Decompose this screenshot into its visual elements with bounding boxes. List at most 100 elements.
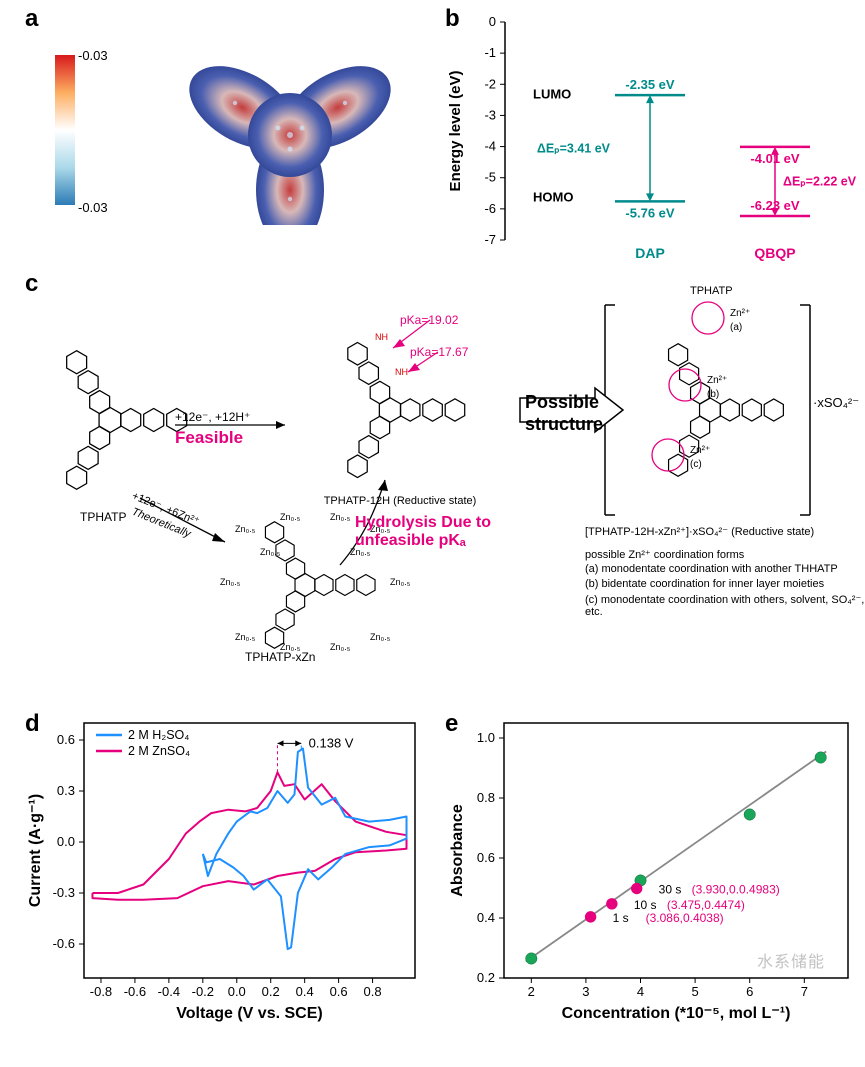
panel-a-esp-map: -0.03 -0.03 (20, 10, 420, 210)
svg-text:5: 5 (691, 984, 698, 999)
cv-svg: -0.8 -0.6 -0.4 -0.2 0.0 0.2 0.4 0.6 0.8 -0.6 -0.3 0… (20, 708, 425, 1023)
svg-text:(b): (b) (707, 389, 719, 400)
svg-text:(3.475,0.4474): (3.475,0.4474) (667, 898, 745, 912)
svg-text:0.6: 0.6 (477, 850, 495, 865)
svg-text:Zn₀.₅: Zn₀.₅ (330, 512, 351, 522)
panel-d-cv-chart: -0.8 -0.6 -0.4 -0.2 0.0 0.2 0.4 0.6 0.8 -0.6 -0.3 0… (20, 708, 425, 1023)
hydrolysis-label: Hydrolysis Due to unfeasible pKₐ (355, 514, 535, 550)
svg-text:0: 0 (489, 14, 496, 29)
svg-text:Zn₀.₅: Zn₀.₅ (330, 642, 351, 652)
svg-text:Concentration (*10⁻⁵, mol L⁻¹): Concentration (*10⁻⁵, mol L⁻¹) (562, 1005, 791, 1022)
svg-text:2 M ZnSO₄: 2 M ZnSO₄ (128, 744, 190, 758)
xso4: ·xSO₄²⁻ (813, 395, 859, 411)
svg-text:LUMO: LUMO (533, 87, 571, 102)
svg-text:-0.6: -0.6 (124, 984, 146, 999)
svg-text:6: 6 (746, 984, 753, 999)
svg-text:0.2: 0.2 (477, 970, 495, 985)
esp-molecule-surface (150, 30, 430, 225)
svg-text:-1: -1 (484, 45, 496, 60)
panel-c-reaction-scheme: Zn²⁺ (a) Zn²⁺ (b) Zn²⁺ (c) Zn₀.₅ Zn₀.₅ Zn₀.₅ Zn₀.… (20, 280, 850, 655)
svg-text:QBQP: QBQP (754, 245, 795, 261)
svg-text:1 s: 1 s (613, 911, 629, 925)
svg-text:10 s: 10 s (634, 898, 657, 912)
svg-text:-2: -2 (484, 76, 496, 91)
esp-colorbar (55, 55, 75, 205)
svg-text:Zn²⁺: Zn²⁺ (730, 308, 750, 319)
svg-text:(c): (c) (690, 459, 702, 470)
foot-c: (c) monodentate coordination with others… (585, 593, 865, 618)
svg-text:-0.4: -0.4 (158, 984, 180, 999)
svg-text:3: 3 (582, 984, 589, 999)
svg-text:1.0: 1.0 (477, 730, 495, 745)
svg-text:0.6: 0.6 (330, 984, 348, 999)
big-arrow-bottom: structure (525, 414, 603, 435)
svg-text:Voltage (V vs. SCE): Voltage (V vs. SCE) (176, 1005, 322, 1022)
svg-text:0.2: 0.2 (262, 984, 280, 999)
svg-text:Zn₀.₅: Zn₀.₅ (280, 512, 301, 522)
right-caption: [TPHATP-12H-xZn²⁺]·xSO₄²⁻ (Reductive sta… (585, 525, 835, 538)
svg-text:-3: -3 (484, 107, 496, 122)
svg-text:30 s: 30 s (659, 883, 682, 897)
svg-text:Zn₀.₅: Zn₀.₅ (260, 547, 281, 557)
abs-svg: 2 3 4 5 6 7 0.2 0.4 0.6 0.8 1.0 Concentration (*10⁻… (440, 708, 860, 1023)
mol-left-name: TPHATP (80, 510, 126, 524)
svg-text:-0.2: -0.2 (192, 984, 214, 999)
svg-text:2: 2 (528, 984, 535, 999)
svg-text:(a): (a) (730, 322, 742, 333)
svg-text:DAP: DAP (635, 245, 665, 261)
svg-text:-5: -5 (484, 170, 496, 185)
svg-text:0.4: 0.4 (477, 910, 495, 925)
big-arrow-top: Possible (525, 392, 599, 413)
svg-text:4: 4 (637, 984, 644, 999)
colorbar-bottom-label: -0.03 (78, 200, 108, 215)
svg-text:Current (A·g⁻¹): Current (A·g⁻¹) (27, 794, 44, 907)
svg-text:Zn₀.₅: Zn₀.₅ (390, 577, 411, 587)
svg-text:0.6: 0.6 (57, 732, 75, 747)
svg-text:ΔEₚ=2.22 eV: ΔEₚ=2.22 eV (783, 174, 857, 188)
panel-b-energy-diagram: -7 -6 -5 -4 -3 -2 -1 0 Energy level (eV) LUMO HOMO… (440, 10, 860, 265)
svg-text:-5.76 eV: -5.76 eV (625, 205, 674, 220)
svg-text:ΔEₚ=3.41 eV: ΔEₚ=3.41 eV (537, 141, 611, 155)
mol-center-name: TPHATP-12H (Reductive state) (315, 495, 485, 507)
svg-text:Zn²⁺: Zn²⁺ (707, 375, 727, 386)
svg-text:-6: -6 (484, 201, 496, 216)
svg-text:0.0: 0.0 (228, 984, 246, 999)
mol-right-header: TPHATP (690, 285, 733, 297)
svg-text:NH: NH (375, 332, 388, 342)
svg-text:NH: NH (395, 367, 408, 377)
svg-text:Zn₀.₅: Zn₀.₅ (220, 577, 241, 587)
panel-e-absorbance-chart: 2 3 4 5 6 7 0.2 0.4 0.6 0.8 1.0 Concentration (*10⁻… (440, 708, 860, 1023)
svg-text:0.8: 0.8 (364, 984, 382, 999)
foot-b: (b) bidentate coordination for inner lay… (585, 578, 865, 590)
svg-text:0.4: 0.4 (296, 984, 314, 999)
foot-a: (a) monodentate coordination with anothe… (585, 563, 865, 575)
svg-text:-0.8: -0.8 (90, 984, 112, 999)
foot-title: possible Zn²⁺ coordination forms (585, 548, 865, 561)
svg-text:HOMO: HOMO (533, 189, 573, 204)
svg-text:2 M H₂SO₄: 2 M H₂SO₄ (128, 728, 189, 742)
svg-text:-0.6: -0.6 (53, 936, 75, 951)
energy-level-svg: -7 -6 -5 -4 -3 -2 -1 0 Energy level (eV) LUMO HOMO… (440, 10, 860, 265)
watermark-text: 水系储能 (757, 948, 825, 972)
svg-text:Zn₀.₅: Zn₀.₅ (235, 632, 256, 642)
reagent-top: +12e⁻, +12H⁺ (175, 410, 250, 424)
svg-text:-4: -4 (484, 139, 496, 154)
svg-text:Zn²⁺: Zn²⁺ (690, 445, 710, 456)
svg-text:0.3: 0.3 (57, 783, 75, 798)
svg-text:Zn₀.₅: Zn₀.₅ (235, 524, 256, 534)
svg-text:(3.930,0.0.4983): (3.930,0.0.4983) (692, 883, 780, 897)
svg-text:0.138 V: 0.138 V (309, 735, 354, 750)
svg-text:Energy level (eV): Energy level (eV) (447, 71, 464, 192)
colorbar-top-label: -0.03 (78, 48, 108, 63)
svg-text:Absorbance: Absorbance (449, 804, 466, 897)
svg-text:-2.35 eV: -2.35 eV (625, 77, 674, 92)
svg-text:-7: -7 (484, 232, 496, 247)
svg-text:0.0: 0.0 (57, 834, 75, 849)
feasible-label: Feasible (175, 428, 243, 448)
svg-text:0.8: 0.8 (477, 790, 495, 805)
svg-text:Zn₀.₅: Zn₀.₅ (370, 632, 391, 642)
svg-text:7: 7 (801, 984, 808, 999)
svg-text:-0.3: -0.3 (53, 885, 75, 900)
pka-bottom: pKa=17.67 (410, 345, 468, 359)
pka-top: pKa=19.02 (400, 313, 458, 327)
